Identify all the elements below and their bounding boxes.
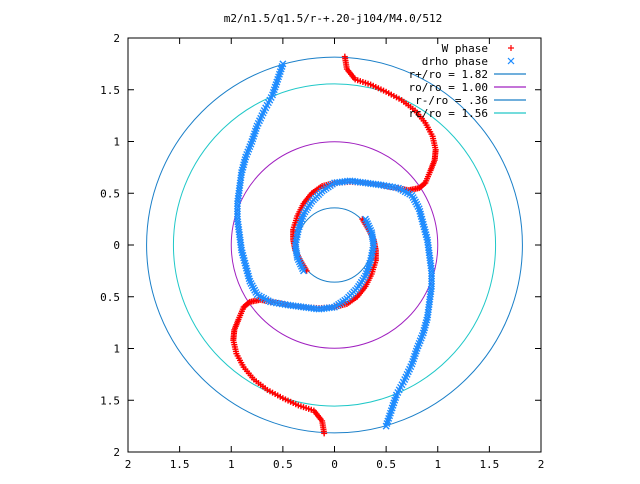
- x-tick-label: 1.5: [170, 458, 190, 471]
- x-tick-label: 0.5: [376, 458, 396, 471]
- x-tick-label: 0: [331, 458, 338, 471]
- x-tick-label: 1.5: [479, 458, 499, 471]
- drho-phase-point: [333, 179, 341, 187]
- legend-label: ro/ro = 1.00: [409, 81, 488, 94]
- drho-phase-point: [428, 282, 436, 290]
- legend-label: r-/ro = .36: [415, 94, 488, 107]
- y-tick-label: 1: [113, 343, 120, 356]
- ref-circle-0: [146, 56, 523, 434]
- legend-label: W phase: [442, 42, 488, 55]
- y-tick-label: 0: [113, 239, 120, 252]
- drho-phase-point: [361, 215, 369, 223]
- y-tick-label: 2: [113, 32, 120, 45]
- drho-phase-point: [424, 238, 432, 246]
- drho-phase-point: [428, 277, 436, 285]
- y-tick-label: 1.5: [100, 394, 120, 407]
- chart-title: m2/n1.5/q1.5/r-+.20-j104/M4.0/512: [224, 12, 443, 25]
- w-phase-point: [417, 184, 424, 191]
- legend-swatch: [507, 57, 515, 65]
- drho-phase-point: [368, 231, 376, 239]
- drho-phase-point: [428, 275, 436, 283]
- drho-phase-point: [312, 305, 320, 313]
- x-tick-label: 1: [228, 458, 235, 471]
- w-phase-point: [245, 299, 252, 306]
- y-tick-label: 1: [113, 136, 120, 149]
- x-tick-label: 2: [538, 458, 545, 471]
- legend-swatch: [508, 45, 514, 51]
- x-tick-label: 0.5: [273, 458, 293, 471]
- drho-phase-point: [233, 202, 241, 210]
- drho-phase-point: [237, 244, 245, 252]
- x-tick-label: 2: [125, 458, 132, 471]
- drho-phase-point: [233, 207, 241, 215]
- legend-label: drho phase: [422, 55, 488, 68]
- drho-phase-point: [349, 177, 357, 185]
- y-tick-label: 2: [113, 446, 120, 459]
- drho-phase-point: [428, 272, 436, 280]
- x-tick-label: 1: [434, 458, 441, 471]
- drho-phase-point: [300, 267, 308, 275]
- y-tick-label: 0.5: [100, 187, 120, 200]
- legend-label: rc/ro = 1.56: [409, 107, 488, 120]
- y-tick-label: 1.5: [100, 84, 120, 97]
- y-tick-label: 0.5: [100, 291, 120, 304]
- drho-phase-point: [428, 280, 436, 288]
- series-layer: [230, 53, 439, 437]
- drho-phase-point: [233, 200, 241, 208]
- drho-phase-point: [293, 251, 301, 259]
- ref-circle-3: [172, 83, 497, 407]
- ticks-layer: 2 1.5 1 0.5 0 0.5 1 1.5 221.510.500.511.52: [100, 32, 544, 471]
- drho-phase-point: [328, 303, 336, 311]
- legend-label: r+/ro = 1.82: [409, 68, 488, 81]
- ref-circle-1: [230, 141, 439, 349]
- drho-phase-point: [233, 210, 241, 218]
- drho-phase-point: [233, 205, 241, 213]
